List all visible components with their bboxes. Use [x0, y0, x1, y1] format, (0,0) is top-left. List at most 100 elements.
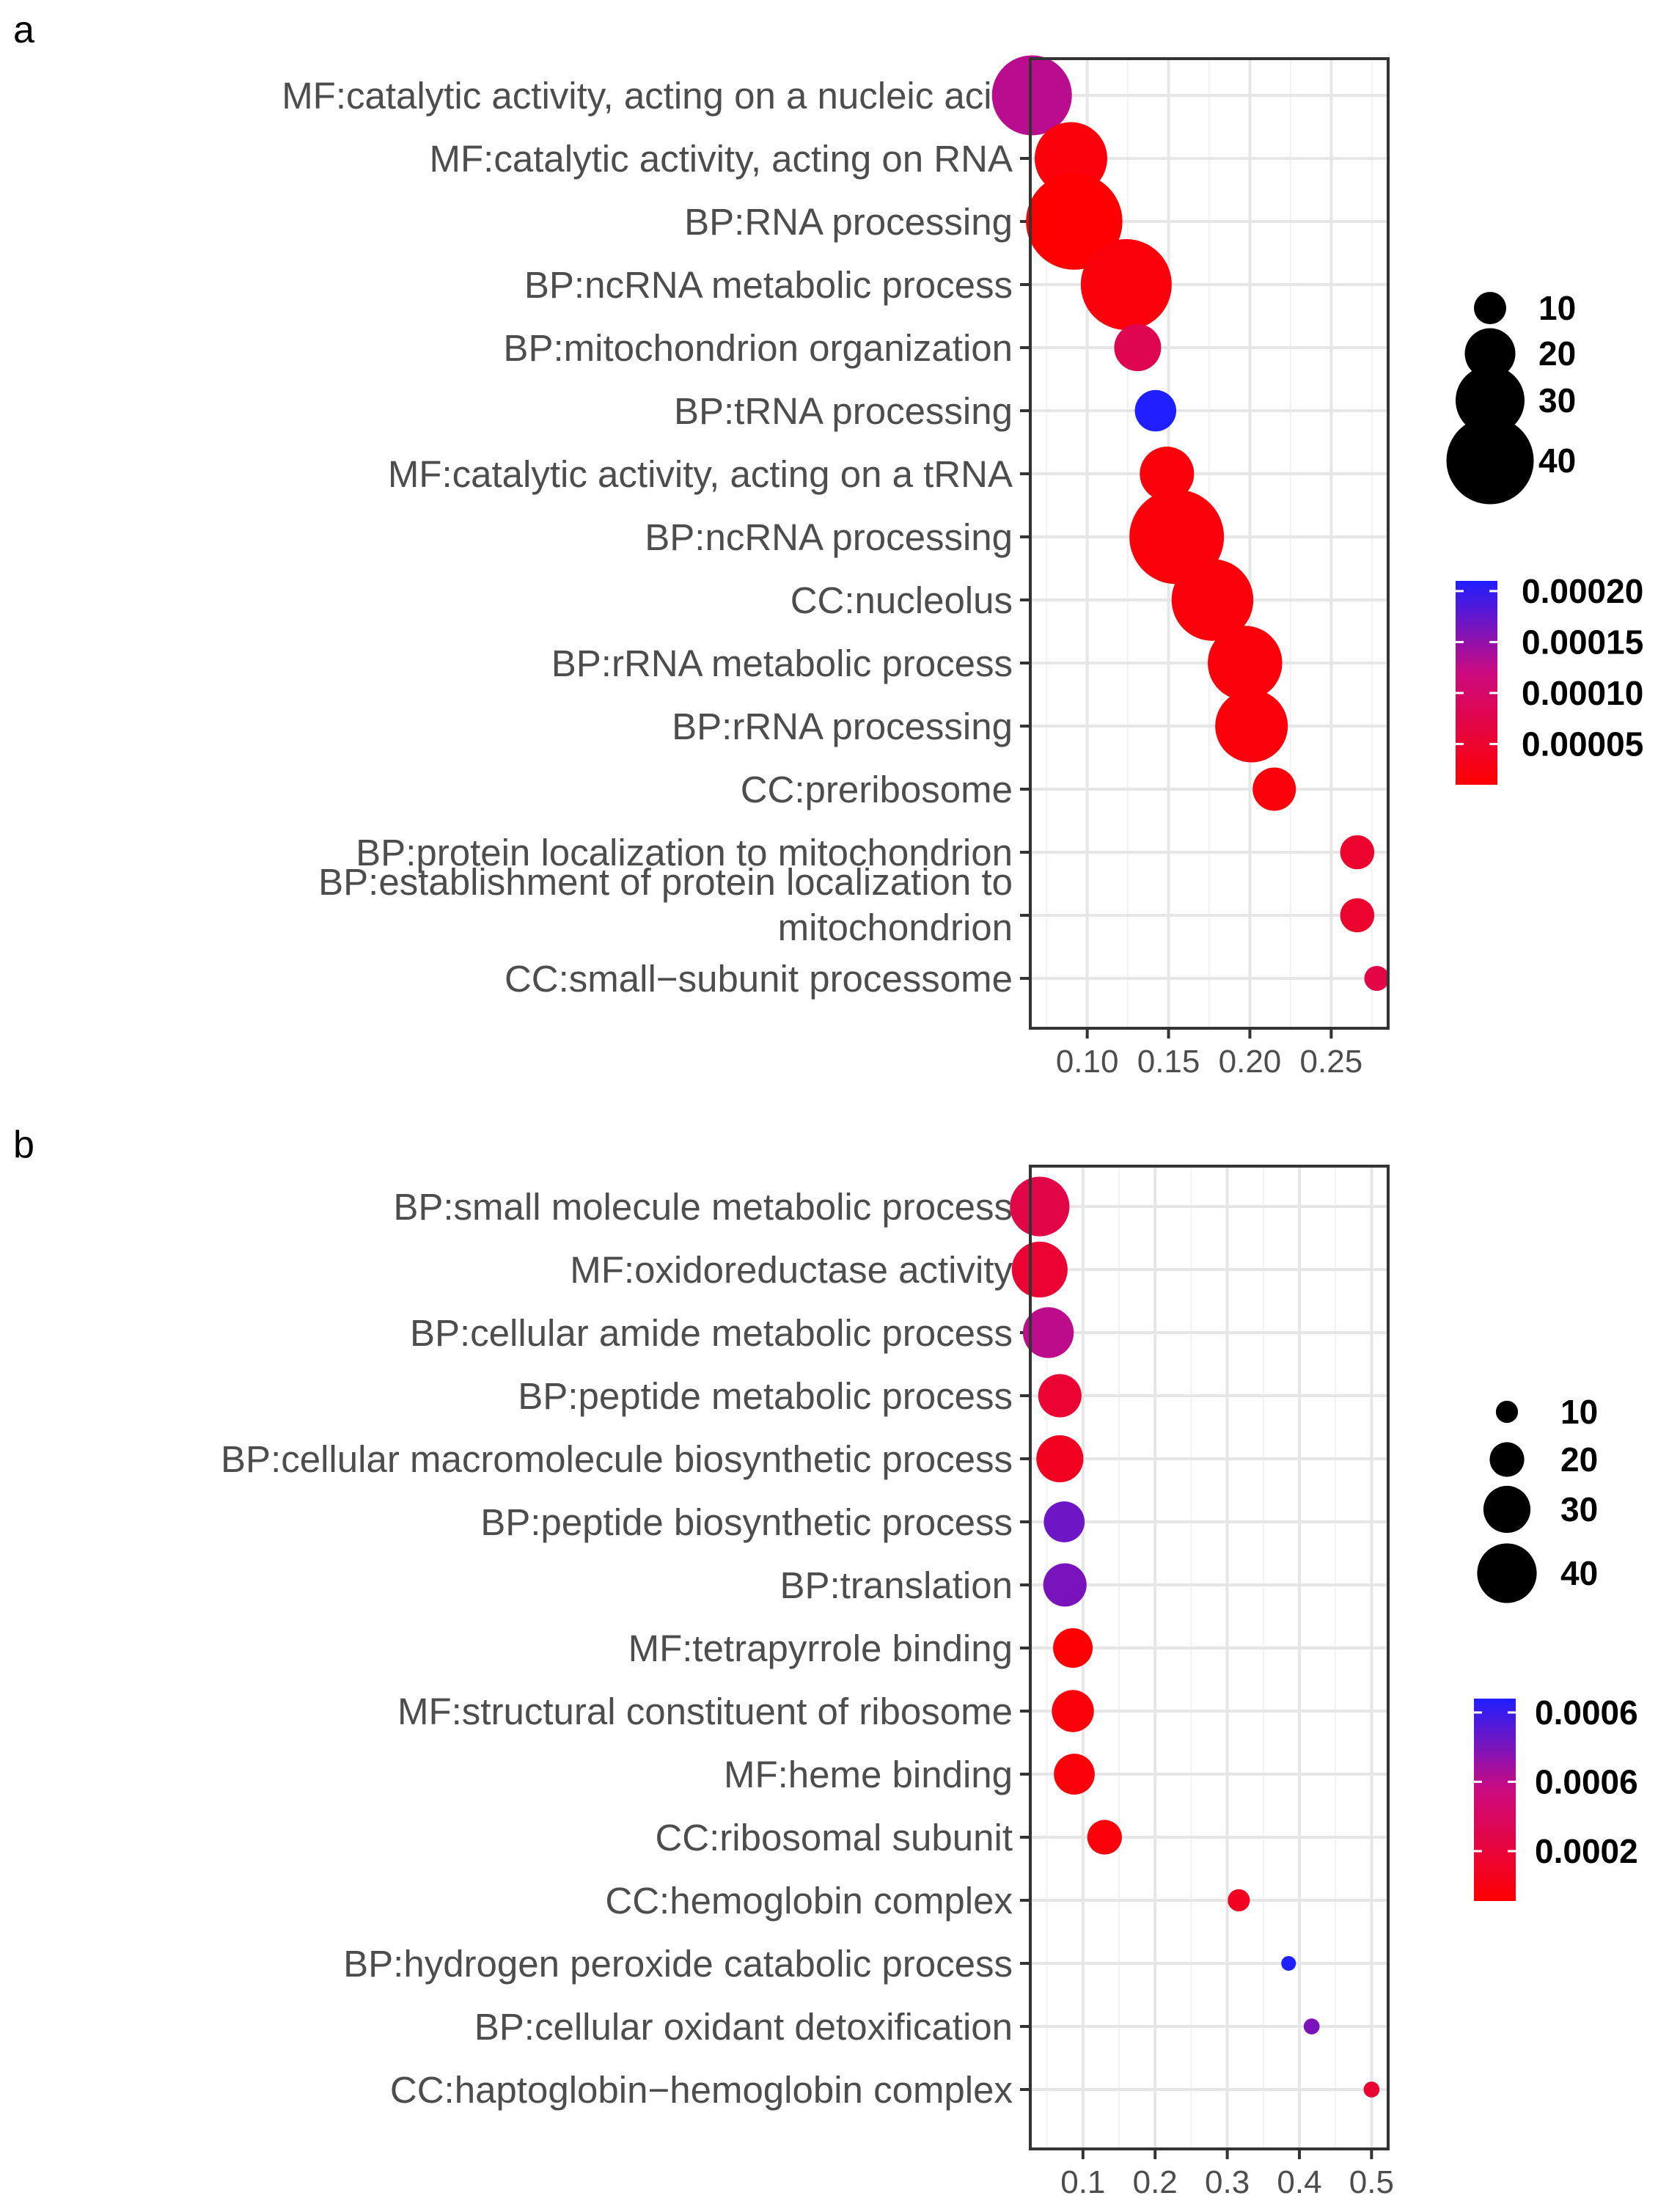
data-point	[1036, 1435, 1084, 1483]
color-legend-label: 0.00015	[1522, 623, 1643, 661]
y-tick-label: MF:catalytic activity, acting on a tRNA	[388, 453, 1013, 495]
data-point	[1281, 1956, 1296, 1971]
data-point	[1114, 324, 1162, 371]
y-tick-label: MF:catalytic activity, acting on a nucle…	[282, 75, 1013, 117]
color-legend-label: 0.00005	[1522, 725, 1643, 763]
y-tick-label: BP:ncRNA metabolic process	[524, 264, 1013, 306]
size-legend-dot	[1446, 417, 1534, 505]
size-legend-label: 20	[1538, 334, 1576, 373]
data-point	[1026, 173, 1123, 270]
data-point	[1364, 966, 1390, 991]
y-tick-label: MF:heme binding	[724, 1754, 1013, 1795]
size-legend-dot	[1464, 328, 1516, 379]
size-legend-label: 40	[1538, 442, 1576, 480]
y-tick-label: BP:rRNA processing	[672, 706, 1013, 747]
data-point	[1252, 767, 1296, 811]
data-point	[991, 55, 1072, 136]
y-tick-label: MF:catalytic activity, acting on RNA	[430, 138, 1013, 180]
data-point	[1134, 389, 1177, 432]
panel-label-a: a	[13, 9, 34, 51]
color-legend-label: 0.0006	[1535, 1762, 1638, 1801]
panel-label-b: b	[13, 1124, 34, 1166]
data-point	[1303, 2018, 1320, 2035]
y-tick-label-line: mitochondrion	[778, 907, 1013, 948]
data-point	[1140, 447, 1195, 501]
y-tick-label: MF:oxidoreductase activity	[570, 1249, 1013, 1291]
data-point	[1052, 1690, 1094, 1732]
y-tick-label: BP:RNA processing	[684, 201, 1013, 243]
data-point	[1080, 239, 1172, 330]
data-point	[1340, 835, 1375, 870]
y-tick-label: CC:small−subunit processome	[505, 958, 1013, 1000]
data-point	[1129, 489, 1225, 585]
data-point	[1038, 1374, 1082, 1418]
x-tick-label: 0.5	[1349, 2164, 1394, 2200]
size-legend-dot	[1483, 1485, 1531, 1534]
size-legend-dot	[1456, 366, 1525, 435]
data-point	[1011, 1241, 1068, 1298]
color-legend-bar	[1474, 1699, 1516, 1901]
size-legend-dot	[1477, 1543, 1537, 1603]
y-tick-label: CC:ribosomal subunit	[655, 1817, 1013, 1858]
size-legend-dot	[1495, 1400, 1519, 1424]
data-point	[1228, 1889, 1250, 1912]
size-legend-dot	[1489, 1442, 1525, 1477]
y-tick-label: BP:peptide metabolic process	[518, 1375, 1013, 1417]
y-tick-label: CC:haptoglobin−hemoglobin complex	[390, 2069, 1013, 2111]
x-tick-label: 0.3	[1205, 2164, 1250, 2200]
size-legend-dot	[1474, 292, 1506, 324]
panel-a: a MF:catalytic activity, acting on a nucl…	[13, 9, 1643, 1080]
y-tick-label: BP:small molecule metabolic process	[393, 1186, 1013, 1228]
y-tick-label: CC:hemoglobin complex	[605, 1880, 1013, 1922]
data-point	[1022, 1307, 1074, 1358]
data-point	[1053, 1628, 1093, 1668]
y-tick-label: BP:rRNA metabolic process	[551, 642, 1013, 684]
y-tick-label: BP:cellular macromolecule biosynthetic p…	[221, 1438, 1013, 1480]
y-tick-label: MF:structural constituent of ribosome	[397, 1691, 1013, 1732]
x-tick-label: 0.1	[1060, 2164, 1105, 2200]
y-tick-label: BP:translation	[780, 1564, 1013, 1606]
color-legend-label: 0.0002	[1535, 1832, 1638, 1870]
data-point	[1215, 689, 1288, 763]
size-legend-label: 10	[1538, 289, 1576, 327]
data-point	[1087, 1820, 1122, 1855]
size-legend-label: 40	[1560, 1554, 1598, 1592]
y-tick-label: CC:preribosome	[741, 769, 1013, 810]
color-legend-bar	[1456, 581, 1497, 785]
color-legend-label: 0.00010	[1522, 674, 1643, 712]
data-point	[1043, 1501, 1085, 1542]
size-legend-label: 30	[1538, 381, 1576, 420]
color-legend-label: 0.0006	[1535, 1693, 1638, 1732]
color-legend-label: 0.00020	[1522, 572, 1643, 610]
data-point	[1363, 2081, 1380, 2098]
size-legend-label: 30	[1560, 1490, 1598, 1528]
y-tick-label: BP:peptide biosynthetic process	[480, 1501, 1013, 1543]
data-point	[1010, 1176, 1070, 1237]
data-point	[1171, 559, 1254, 641]
plot-frame	[1029, 57, 1390, 1030]
x-tick-label: 0.25	[1300, 1044, 1363, 1080]
x-tick-label: 0.10	[1056, 1044, 1119, 1080]
x-tick-label: 0.2	[1133, 2164, 1178, 2200]
y-tick-label: MF:tetrapyrrole binding	[628, 1627, 1013, 1669]
size-legend-label: 20	[1560, 1440, 1598, 1479]
y-tick-label: BP:establishment of protein localization…	[318, 861, 1013, 948]
y-tick-label: BP:mitochondrion organization	[503, 327, 1013, 369]
x-tick-label: 0.4	[1277, 2164, 1321, 2200]
y-tick-label: BP:ncRNA processing	[645, 516, 1013, 558]
data-point	[1043, 1563, 1087, 1607]
y-tick-label: BP:cellular amide metabolic process	[410, 1312, 1013, 1354]
x-tick-label: 0.15	[1137, 1044, 1200, 1080]
y-tick-label: BP:cellular oxidant detoxification	[474, 2006, 1013, 2048]
y-tick-label-line: BP:establishment of protein localization…	[318, 861, 1013, 903]
y-tick-label: BP:tRNA processing	[674, 390, 1013, 432]
plot-frame	[1029, 1165, 1390, 2150]
y-tick-label: BP:hydrogen peroxide catabolic process	[343, 1943, 1013, 1985]
size-legend-label: 10	[1560, 1393, 1598, 1431]
y-tick-label: CC:nucleolus	[791, 579, 1013, 621]
panel-b: b BP:small molecule metabolic process MF:o…	[13, 1124, 1638, 2200]
y-tick-label: BP:protein localization to mitochondrion	[356, 832, 1013, 874]
data-point	[1208, 626, 1283, 700]
